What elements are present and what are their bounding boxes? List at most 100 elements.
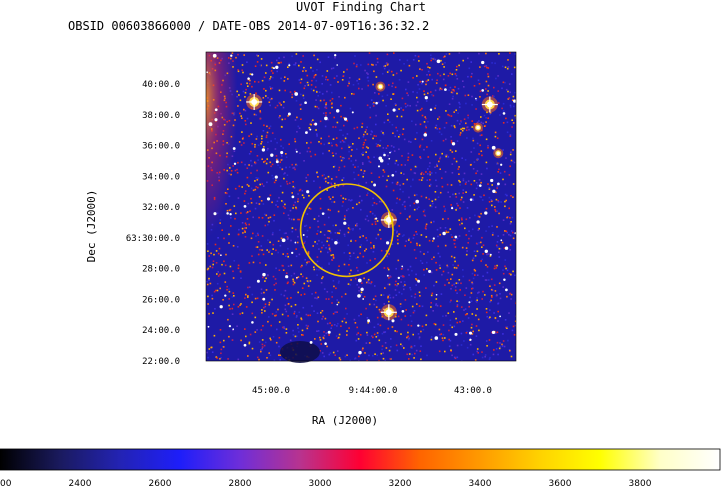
noise-pixel [395, 344, 398, 347]
noise-pixel [455, 160, 458, 163]
noise-pixel [351, 199, 353, 201]
noise-pixel [437, 118, 439, 120]
noise-pixel [499, 345, 501, 348]
noise-pixel [375, 299, 377, 302]
noise-pixel [309, 314, 311, 317]
noise-pixel [456, 140, 459, 142]
noise-pixel [380, 249, 383, 252]
noise-pixel [322, 337, 325, 340]
noise-pixel [406, 104, 409, 107]
noise-pixel [459, 123, 461, 125]
noise-pixel [464, 227, 466, 230]
noise-pixel [418, 336, 421, 338]
noise-pixel [434, 198, 437, 201]
noise-pixel [317, 94, 319, 97]
noise-pixel [509, 106, 512, 108]
noise-pixel [376, 316, 379, 319]
noise-pixel [413, 310, 416, 312]
noise-pixel [305, 277, 308, 279]
noise-pixel [417, 55, 420, 58]
noise-pixel [427, 79, 430, 81]
star [212, 53, 217, 58]
star [469, 338, 472, 341]
noise-pixel [499, 293, 501, 295]
noise-pixel [286, 282, 289, 285]
star [378, 156, 383, 161]
noise-pixel [408, 274, 410, 276]
noise-pixel [401, 155, 403, 157]
noise-pixel [361, 234, 363, 237]
noise-pixel [420, 358, 422, 361]
noise-pixel [303, 160, 305, 162]
noise-pixel [430, 271, 433, 274]
noise-pixel [425, 80, 428, 83]
noise-pixel [400, 268, 403, 270]
noise-pixel [434, 206, 437, 209]
noise-pixel [421, 177, 424, 179]
star [505, 288, 508, 292]
noise-pixel [295, 163, 297, 166]
noise-pixel [323, 355, 325, 358]
noise-pixel [441, 273, 443, 276]
star [391, 173, 395, 177]
noise-pixel [279, 244, 282, 247]
noise-pixel [380, 294, 383, 296]
noise-pixel [444, 62, 446, 64]
noise-pixel [476, 350, 478, 353]
noise-pixel [477, 215, 480, 218]
noise-pixel [509, 52, 511, 54]
noise-pixel [416, 101, 419, 103]
noise-pixel [442, 333, 445, 336]
noise-pixel [375, 114, 377, 117]
noise-pixel [445, 138, 447, 141]
noise-pixel [331, 324, 333, 327]
noise-pixel [362, 163, 364, 165]
noise-pixel [450, 234, 453, 236]
noise-pixel [333, 116, 335, 119]
noise-pixel [320, 282, 323, 284]
noise-pixel [357, 338, 360, 340]
noise-pixel [482, 253, 484, 255]
noise-pixel [340, 104, 342, 107]
noise-pixel [364, 139, 367, 141]
noise-pixel [399, 303, 402, 305]
noise-pixel [329, 84, 332, 86]
noise-pixel [417, 333, 420, 335]
noise-pixel [327, 230, 330, 232]
noise-pixel [331, 152, 334, 154]
noise-pixel [427, 66, 429, 68]
noise-pixel [319, 61, 321, 64]
noise-pixel [356, 266, 358, 269]
noise-pixel [485, 138, 488, 141]
noise-pixel [497, 90, 499, 92]
noise-pixel [313, 76, 315, 79]
noise-pixel [328, 334, 330, 336]
noise-pixel [495, 294, 498, 297]
noise-pixel [510, 293, 513, 296]
noise-pixel [502, 102, 505, 105]
noise-pixel [378, 308, 381, 311]
star [436, 59, 441, 64]
noise-pixel [514, 91, 516, 94]
noise-pixel [460, 282, 462, 285]
noise-pixel [489, 255, 492, 257]
noise-pixel [493, 312, 495, 314]
noise-pixel [435, 104, 437, 107]
star [280, 150, 284, 155]
noise-pixel [418, 244, 421, 247]
noise-pixel [358, 360, 360, 361]
noise-pixel [446, 183, 449, 186]
noise-pixel [360, 169, 362, 171]
noise-pixel [342, 75, 345, 77]
noise-pixel [278, 336, 281, 339]
noise-pixel [459, 134, 461, 136]
noise-pixel [483, 114, 486, 117]
noise-pixel [366, 262, 368, 264]
noise-pixel [350, 239, 353, 241]
noise-pixel [441, 88, 443, 91]
noise-pixel [456, 356, 459, 359]
star [357, 294, 361, 298]
star [434, 336, 439, 340]
star [334, 241, 338, 245]
noise-pixel [425, 225, 427, 227]
